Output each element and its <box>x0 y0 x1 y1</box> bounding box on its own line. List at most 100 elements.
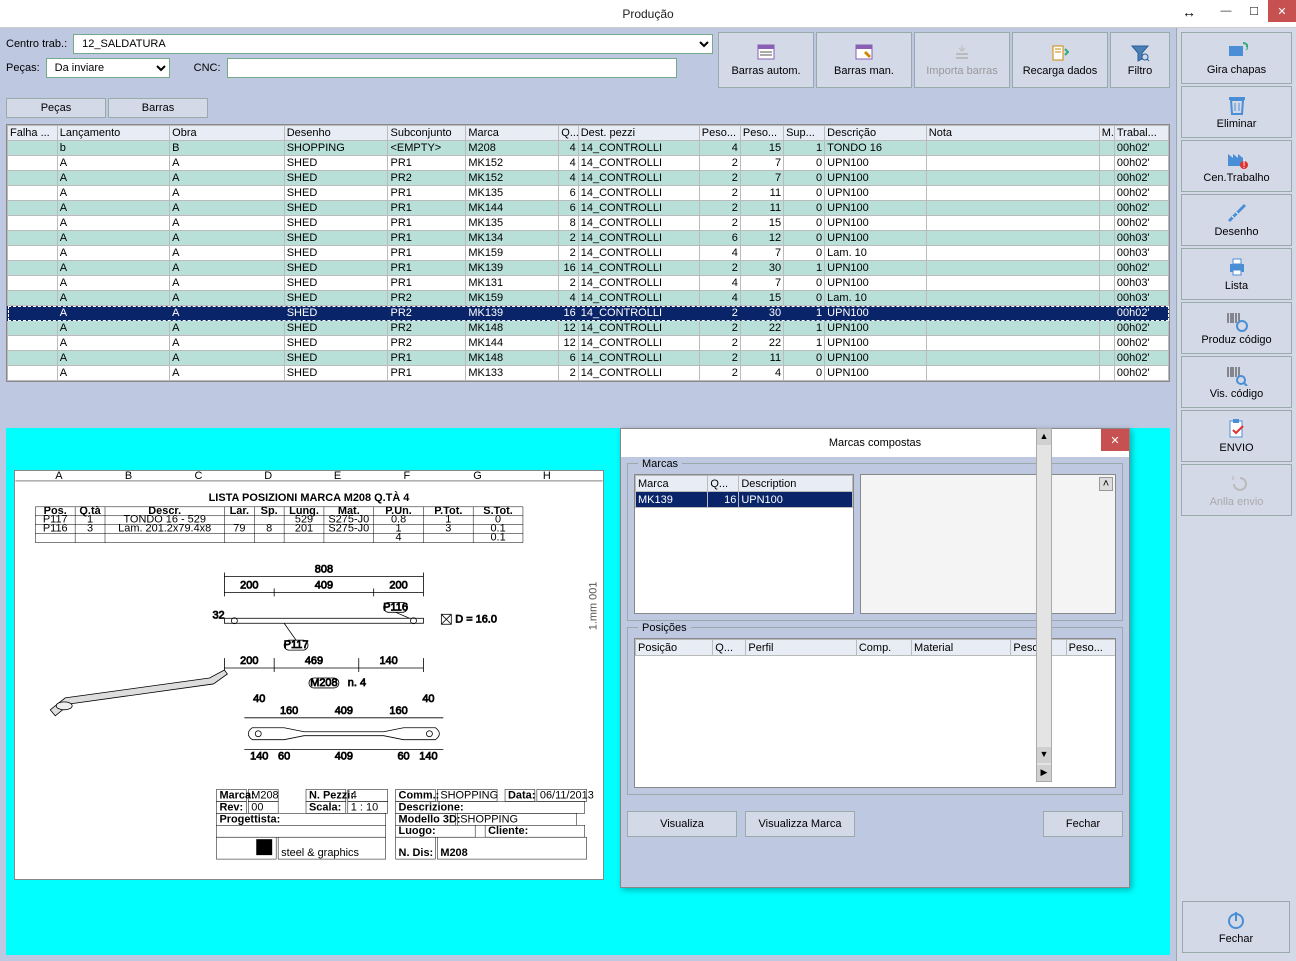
table-row[interactable]: AASHEDPR1MK159214_CONTROLLI470Lam. 1000h… <box>8 246 1169 261</box>
table-row[interactable]: AASHEDPR1MK144614_CONTROLLI2110UPN10000h… <box>8 201 1169 216</box>
column-header[interactable]: Posição <box>636 640 713 656</box>
column-header[interactable]: Descrição <box>825 126 927 141</box>
visualiza-button[interactable]: Visualiza <box>627 811 737 837</box>
svg-text:H: H <box>543 471 551 482</box>
svg-text:D: D <box>264 471 272 482</box>
column-header[interactable]: Lançamento <box>57 126 169 141</box>
scroll-up-icon[interactable]: ▲ <box>1037 429 1051 445</box>
svg-text:808: 808 <box>315 564 333 576</box>
eliminar-button[interactable]: Eliminar <box>1181 86 1292 138</box>
marcas-grid[interactable]: MarcaQ...DescriptionMK13916UPN100 <box>634 474 854 614</box>
resize-icon[interactable]: ↔ <box>1182 4 1196 20</box>
table-row[interactable]: AASHEDPR1MK1391614_CONTROLLI2301UPN10000… <box>8 261 1169 276</box>
vertical-scrollbar[interactable]: ▲ ▼ ▶ <box>1036 428 1052 782</box>
table-row[interactable]: AASHEDPR1MK135614_CONTROLLI2110UPN10000h… <box>8 186 1169 201</box>
pecas-select[interactable]: Da inviare <box>46 58 170 78</box>
column-header[interactable]: Desenho <box>284 126 388 141</box>
dialog-close-button[interactable]: ✕ <box>1101 429 1129 451</box>
filtro-button[interactable]: Filtro <box>1110 32 1170 88</box>
svg-text:Comm.:: Comm.: <box>399 789 440 801</box>
centro-trab-select[interactable]: 12_SALDATURA <box>73 34 713 54</box>
barras-man-button[interactable]: Barras man. <box>816 32 912 88</box>
tab-pecas[interactable]: Peças <box>6 98 106 118</box>
trash-icon <box>1226 94 1248 116</box>
column-header[interactable]: Subconjunto <box>388 126 466 141</box>
svg-text:409: 409 <box>335 705 353 717</box>
svg-text:00: 00 <box>251 801 263 813</box>
svg-text:0.1: 0.1 <box>490 532 505 544</box>
column-header[interactable]: Dest. pezzi <box>578 126 699 141</box>
column-header[interactable]: Sup... <box>784 126 825 141</box>
close-button[interactable]: ✕ <box>1268 0 1296 22</box>
scroll-right-icon[interactable]: ▶ <box>1037 765 1051 781</box>
cen-trabalho-button[interactable]: !Cen.Trabalho <box>1181 140 1292 192</box>
svg-text:Modello 3D:: Modello 3D: <box>399 813 461 825</box>
table-row[interactable]: AASHEDPR1MK152414_CONTROLLI270UPN10000h0… <box>8 156 1169 171</box>
table-row[interactable]: MK13916UPN100 <box>636 492 853 508</box>
cnc-input[interactable] <box>227 58 677 78</box>
barras-autom-button[interactable]: Barras autom. <box>718 32 814 88</box>
svg-text:P116: P116 <box>43 523 68 535</box>
svg-text:4: 4 <box>396 532 402 544</box>
table-row[interactable]: AASHEDPR2MK159414_CONTROLLI4150Lam. 1000… <box>8 291 1169 306</box>
column-header[interactable]: Material <box>912 640 1011 656</box>
table-row[interactable]: AASHEDPR1MK148614_CONTROLLI2110UPN10000h… <box>8 351 1169 366</box>
column-header[interactable]: Trabal... <box>1114 126 1168 141</box>
column-header[interactable]: Peso... <box>1066 640 1116 656</box>
svg-text:N. Pezzi:: N. Pezzi: <box>309 789 354 801</box>
svg-text:M208: M208 <box>310 677 337 689</box>
column-header[interactable]: M. <box>1099 126 1114 141</box>
svg-text:P116: P116 <box>383 601 408 613</box>
gira-chapas-button[interactable]: Gira chapas <box>1181 32 1292 84</box>
svg-text:C: C <box>195 471 203 482</box>
column-header[interactable]: Obra <box>170 126 285 141</box>
vis-codigo-button[interactable]: Vis. código <box>1181 356 1292 408</box>
svg-text:Lam. 201.2x79.4x8: Lam. 201.2x79.4x8 <box>118 523 211 535</box>
column-header[interactable]: Perfil <box>746 640 856 656</box>
maximize-button[interactable]: ☐ <box>1240 0 1268 22</box>
svg-text:!: ! <box>1242 159 1245 170</box>
main-grid[interactable]: Falha ...LançamentoObraDesenhoSubconjunt… <box>6 124 1170 382</box>
lista-button[interactable]: Lista <box>1181 248 1292 300</box>
factory-icon: ! <box>1226 148 1248 170</box>
column-header[interactable]: Marca <box>636 476 708 492</box>
visualizza-marca-button[interactable]: Visualizza Marca <box>745 811 855 837</box>
table-row[interactable]: AASHEDPR1MK135814_CONTROLLI2150UPN10000h… <box>8 216 1169 231</box>
svg-text:M208: M208 <box>251 789 278 801</box>
expand-button[interactable]: ˄ <box>1099 477 1113 491</box>
scroll-down-icon[interactable]: ▼ <box>1037 747 1051 763</box>
table-row[interactable]: AASHEDPR1MK134214_CONTROLLI6120UPN10000h… <box>8 231 1169 246</box>
minimize-button[interactable]: — <box>1212 0 1240 22</box>
clipboard-check-icon <box>1226 418 1248 440</box>
column-header[interactable]: Peso... <box>740 126 783 141</box>
table-row[interactable]: AASHEDPR2MK1391614_CONTROLLI2301UPN10000… <box>8 306 1169 321</box>
produz-codigo-button[interactable]: Produz código <box>1181 302 1292 354</box>
column-header[interactable]: Marca <box>466 126 559 141</box>
table-row[interactable]: AASHEDPR1MK133214_CONTROLLI240UPN10000h0… <box>8 366 1169 381</box>
table-row[interactable]: AASHEDPR2MK1481214_CONTROLLI2221UPN10000… <box>8 321 1169 336</box>
svg-text:409: 409 <box>315 579 333 591</box>
column-header[interactable]: Q... <box>559 126 578 141</box>
column-header[interactable]: Peso... <box>699 126 740 141</box>
table-row[interactable]: AASHEDPR1MK131214_CONTROLLI470UPN10000h0… <box>8 276 1169 291</box>
column-header[interactable]: Description <box>739 476 853 492</box>
anula-envio-button[interactable]: Anlla envio <box>1181 464 1292 516</box>
table-row[interactable]: AASHEDPR2MK152414_CONTROLLI270UPN10000h0… <box>8 171 1169 186</box>
table-row[interactable]: AASHEDPR2MK1441214_CONTROLLI2221UPN10000… <box>8 336 1169 351</box>
column-header[interactable]: Falha ... <box>8 126 58 141</box>
importa-barras-button[interactable]: Importa barras <box>914 32 1010 88</box>
dialog-fechar-button[interactable]: Fechar <box>1043 811 1123 837</box>
svg-text:E: E <box>334 471 341 482</box>
column-header[interactable]: Q... <box>708 476 739 492</box>
column-header[interactable]: Comp. <box>856 640 911 656</box>
envio-button[interactable]: ENVIO <box>1181 410 1292 462</box>
tab-barras[interactable]: Barras <box>108 98 208 118</box>
fechar-button[interactable]: Fechar <box>1182 901 1290 953</box>
recarga-dados-button[interactable]: Recarga dados <box>1012 32 1108 88</box>
table-row[interactable]: bBSHOPPING<EMPTY>M208414_CONTROLLI4151TO… <box>8 141 1169 156</box>
main-content: Centro trab.: 12_SALDATURA Peças: Da inv… <box>0 28 1176 961</box>
desenho-button[interactable]: Desenho <box>1181 194 1292 246</box>
svg-text:200: 200 <box>240 655 258 667</box>
column-header[interactable]: Nota <box>926 126 1099 141</box>
column-header[interactable]: Q... <box>713 640 746 656</box>
